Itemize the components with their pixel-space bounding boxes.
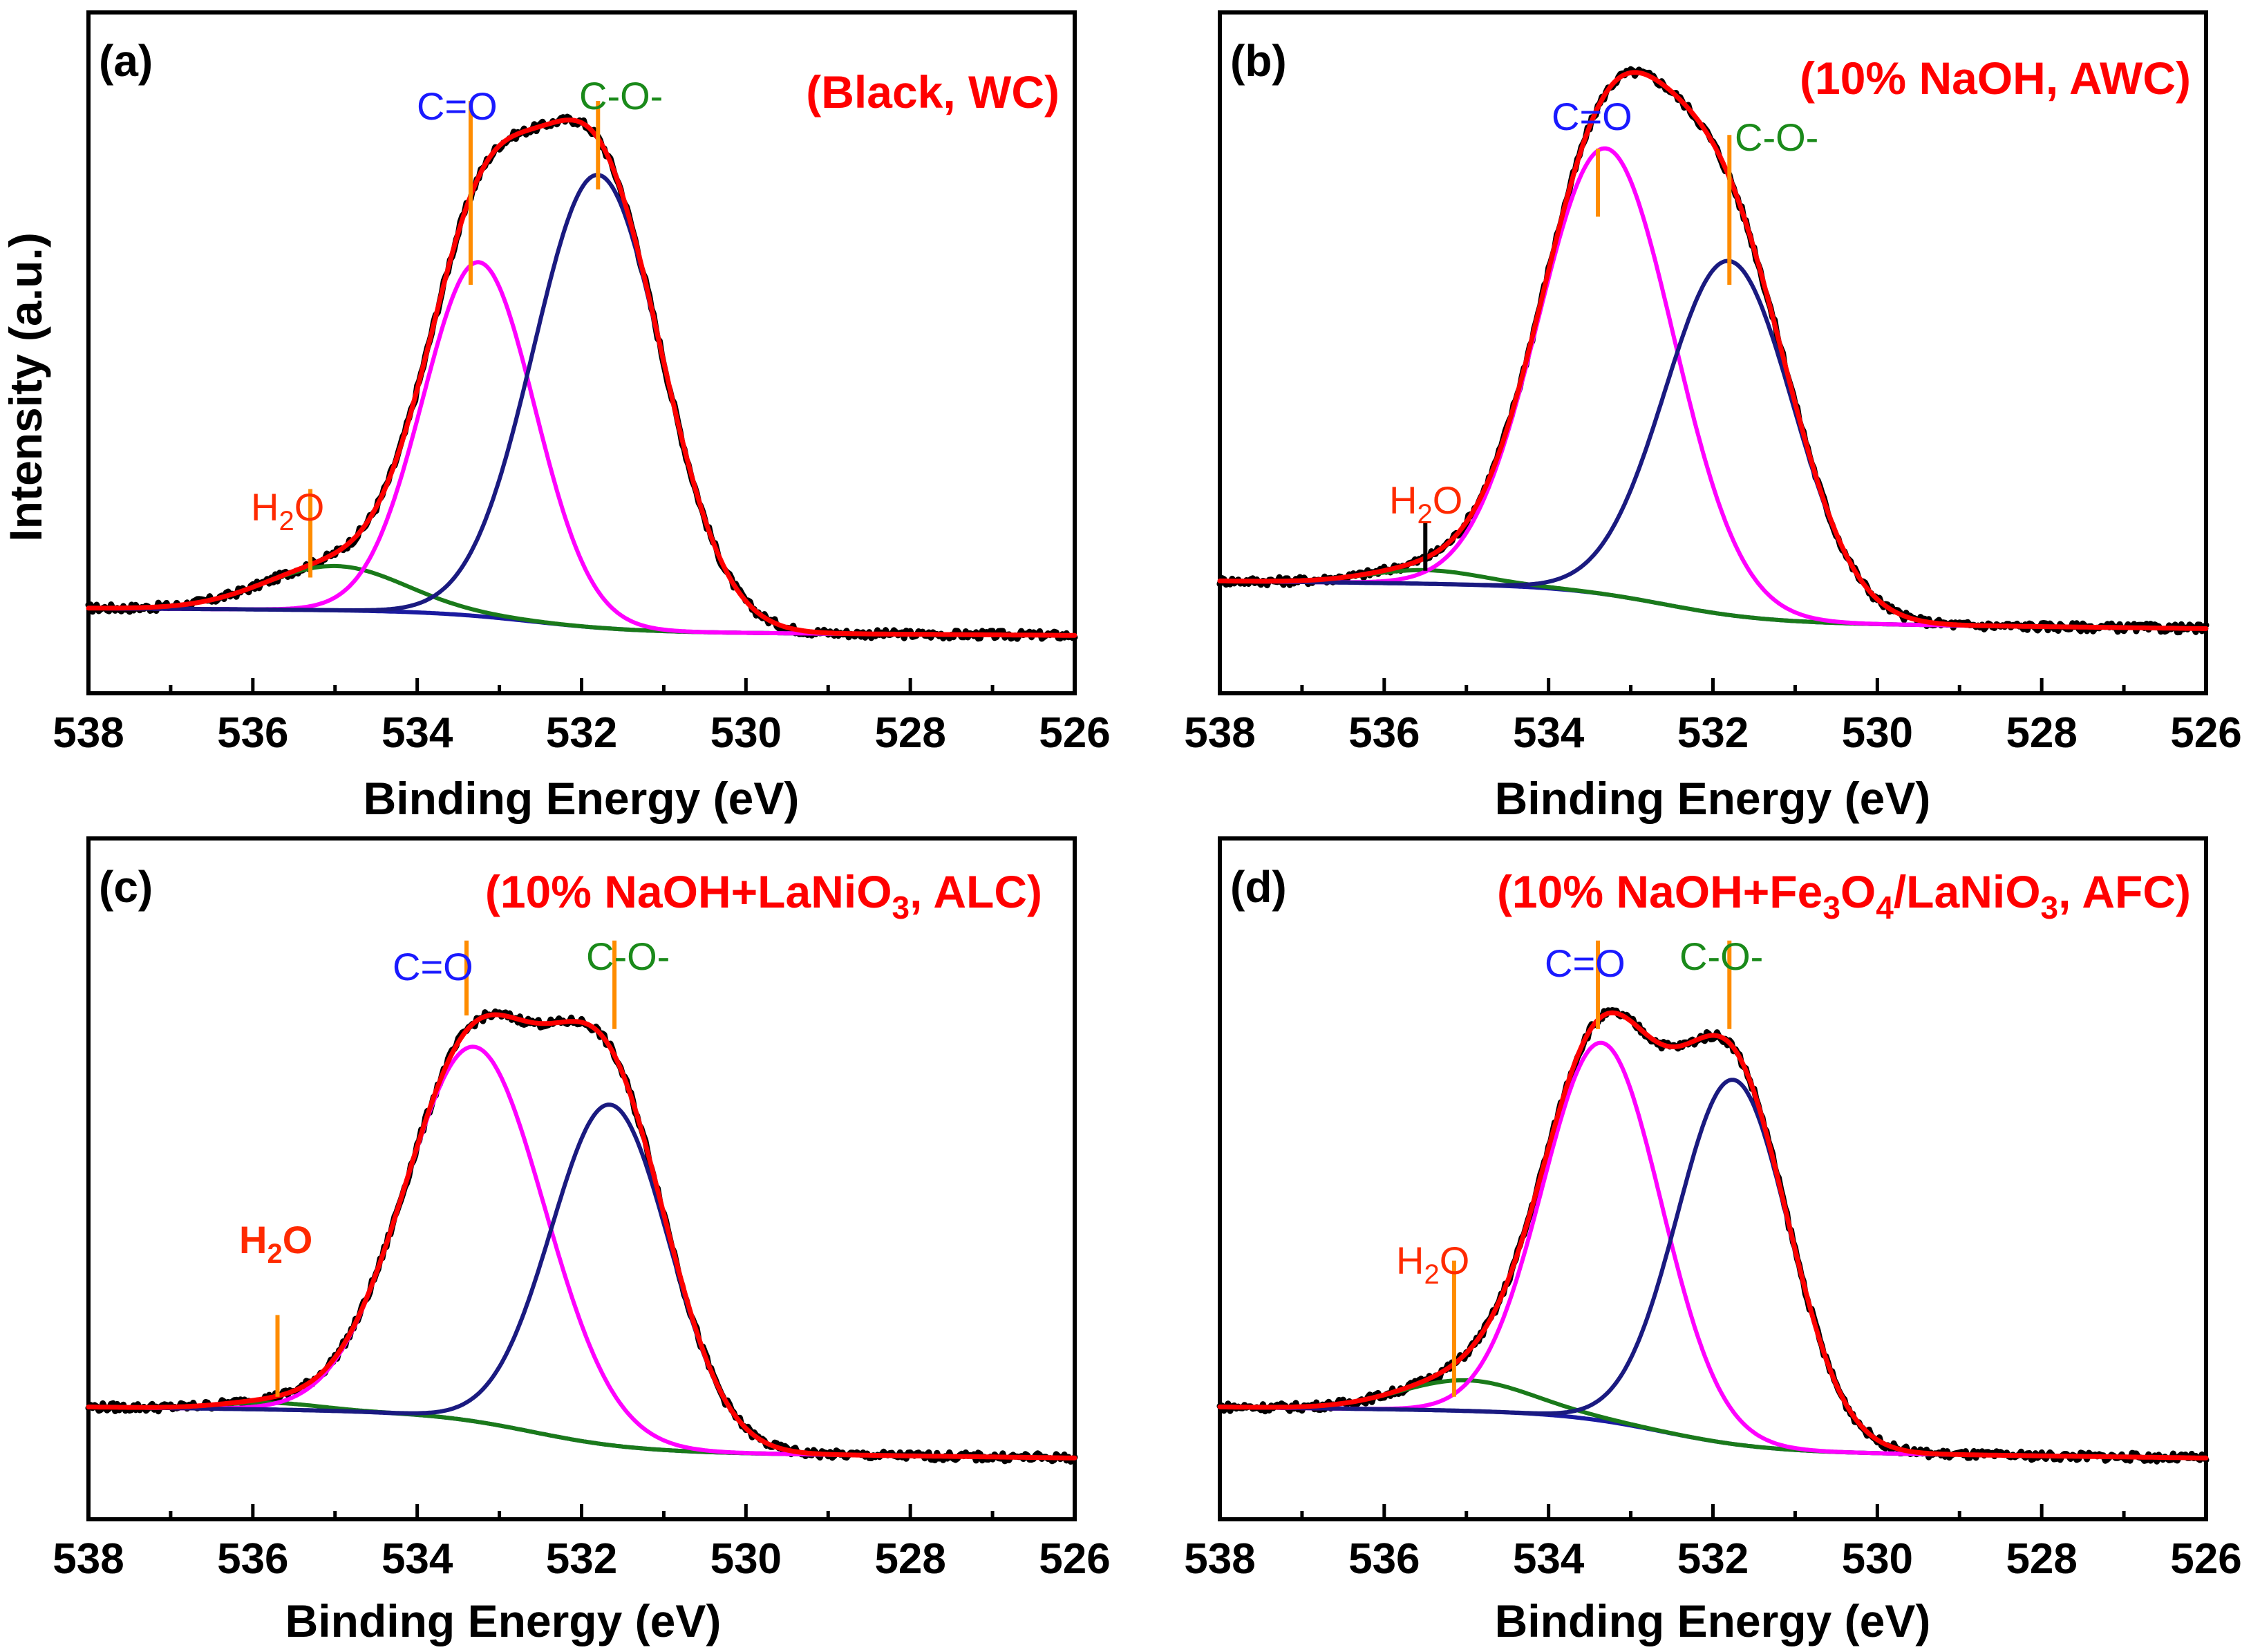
panel-label: (a) (99, 36, 153, 86)
panel-label: (b) (1230, 36, 1287, 86)
c-double-o-label: C=O (1552, 95, 1632, 138)
x-tick-label: 526 (2170, 1535, 2241, 1583)
panel-label: (c) (99, 862, 153, 912)
panel-c: 538 536 534 532 530 528 526 Binding Energy (eV… (53, 836, 1111, 1646)
sample-label: (10% NaOH+LaNiO3, ALC) (485, 866, 1042, 926)
h2o-peak (1218, 567, 2208, 631)
x-axis-title: Binding Energy (eV) (364, 773, 800, 824)
x-tick-label: 528 (874, 709, 945, 757)
h2o-label: H2O (251, 485, 324, 536)
raw-spectrum (85, 1008, 1078, 1465)
x-tick-label: 538 (1184, 1535, 1255, 1583)
h2o-peak (86, 563, 1077, 638)
c-double-o-peak (86, 1044, 1077, 1461)
x-tick-label: 530 (710, 709, 782, 757)
x-tick-label: 530 (1842, 709, 1913, 757)
fit-envelope (86, 118, 1077, 638)
panel-d: 538 536 534 532 530 528 526 Binding Energy (eV… (1184, 836, 2242, 1646)
x-tick-label: 534 (382, 1535, 453, 1583)
x-tick-label: 528 (2006, 1535, 2077, 1583)
x-tick-label: 534 (1513, 709, 1585, 757)
c-single-o-label: C-O- (1735, 115, 1818, 159)
c-double-o-peak (86, 260, 1077, 638)
x-tick-label: 534 (382, 709, 453, 757)
x-tick-labels: 538 536 534 532 530 528 526 (1184, 1535, 2241, 1583)
h2o-label: H2O (1389, 478, 1462, 529)
x-axis-title: Binding Energy (eV) (285, 1595, 722, 1646)
plot-area (1216, 940, 2210, 1519)
x-tick-label: 532 (1677, 709, 1749, 757)
x-axis-title: Binding Energy (eV) (1495, 773, 1931, 824)
c-double-o-label: C=O (417, 84, 498, 128)
x-tick-label: 536 (1348, 1535, 1420, 1583)
x-tick-label: 530 (1842, 1535, 1913, 1583)
c-double-o-label: C=O (393, 945, 473, 988)
c-single-o-label: C-O- (586, 935, 670, 978)
plot-area (1216, 66, 2210, 693)
x-tick-labels: 538 536 534 532 530 528 526 (1184, 709, 2241, 757)
c-double-o-peak (1218, 146, 2208, 631)
h2o-label: H2O (239, 1218, 312, 1269)
sample-label: (Black, WC) (806, 66, 1059, 118)
x-tick-label: 536 (1348, 709, 1420, 757)
background-line (1218, 579, 2208, 631)
sample-label: (10% NaOH, AWC) (1800, 53, 2191, 104)
fit-envelope (1217, 70, 2209, 631)
c-single-o-label: C-O- (1679, 935, 1763, 978)
x-tick-label: 538 (53, 1535, 124, 1583)
x-tick-label: 526 (2170, 709, 2241, 757)
c-single-o-peak (86, 173, 1077, 638)
raw-spectrum (1216, 1007, 2210, 1465)
plot-frame (1218, 10, 2208, 695)
panel-b: 538 536 534 532 530 528 526 Binding Energy (eV… (1184, 10, 2242, 824)
x-tick-label: 526 (1039, 709, 1110, 757)
fit-envelope (86, 1012, 1077, 1461)
y-axis-title: Intensity (a.u.) (0, 232, 51, 541)
x-tick-label: 528 (2006, 709, 2077, 757)
x-tick-labels: 538 536 534 532 530 528 526 (53, 709, 1110, 757)
raw-spectrum (1216, 66, 2210, 636)
x-tick-label: 526 (1039, 1535, 1110, 1583)
x-tick-label: 532 (546, 1535, 617, 1583)
c-single-o-label: C-O- (579, 74, 663, 118)
panel-label: (d) (1230, 862, 1287, 912)
x-tick-label: 532 (546, 709, 617, 757)
c-double-o-label: C=O (1545, 941, 1626, 985)
background-line (1218, 1405, 2208, 1461)
sample-label: (10% NaOH+Fe3O4/LaNiO3, AFC) (1497, 866, 2191, 926)
x-tick-label: 534 (1513, 1535, 1585, 1583)
panel-a: 538 536 534 532 530 528 526 Binding Energy (eV… (53, 10, 1111, 824)
x-tick-label: 532 (1677, 1535, 1749, 1583)
h2o-peak (1218, 1378, 2208, 1461)
x-axis-title: Binding Energy (eV) (1495, 1595, 1931, 1646)
x-tick-labels: 538 536 534 532 530 528 526 (53, 1535, 1110, 1583)
x-tick-label: 536 (217, 709, 288, 757)
plot-area (85, 940, 1078, 1519)
x-tick-label: 538 (53, 709, 124, 757)
x-tick-label: 538 (1184, 709, 1255, 757)
plot-frame (86, 836, 1077, 1521)
x-tick-label: 528 (874, 1535, 945, 1583)
h2o-label: H2O (1396, 1239, 1469, 1290)
plot-area (85, 101, 1078, 693)
fit-envelope (1217, 1010, 2209, 1461)
x-tick-label: 536 (217, 1535, 288, 1583)
x-tick-label: 530 (710, 1535, 782, 1583)
